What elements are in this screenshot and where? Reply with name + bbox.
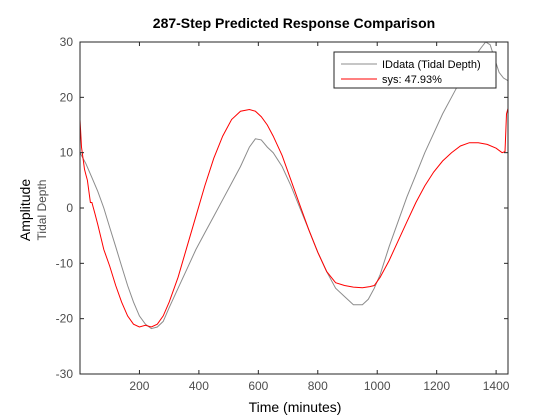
y-axis-label: Amplitude [17, 179, 33, 241]
series-line-0 [80, 42, 508, 330]
y-axis-sublabel: Tidal Depth [35, 180, 49, 241]
y-tick-label: 0 [66, 201, 73, 215]
x-tick-label: 1000 [364, 379, 391, 393]
legend-label-iddata: IDdata (Tidal Depth) [382, 59, 481, 71]
y-tick-label: -20 [56, 312, 74, 326]
x-tick-label: 600 [248, 379, 268, 393]
y-tick-label: 20 [60, 90, 74, 104]
x-tick-label: 1200 [423, 379, 450, 393]
legend-box [333, 51, 497, 89]
plot-area [80, 42, 508, 374]
series-line-1 [80, 108, 508, 328]
legend: IDdata (Tidal Depth) sys: 47.93% [333, 51, 497, 89]
y-tick-label: 10 [60, 146, 74, 160]
x-axis-label: Time (minutes) [249, 399, 342, 415]
legend-label-sys: sys: 47.93% [382, 74, 442, 86]
y-tick-label: 30 [60, 35, 74, 49]
y-tick-label: -10 [56, 256, 74, 270]
x-tick-label: 800 [308, 379, 328, 393]
x-tick-label: 1400 [483, 379, 510, 393]
x-tick-label: 400 [189, 379, 209, 393]
y-tick-label: -30 [56, 367, 74, 381]
chart-title: 287-Step Predicted Response Comparison [153, 15, 435, 31]
x-tick-label: 200 [129, 379, 149, 393]
plot-background [80, 42, 508, 374]
series-layer [80, 42, 508, 330]
ticks-layer: 200 400 600 800 1000 1200 1400 -30 -20 -10 0 10 20 30 [56, 35, 510, 393]
